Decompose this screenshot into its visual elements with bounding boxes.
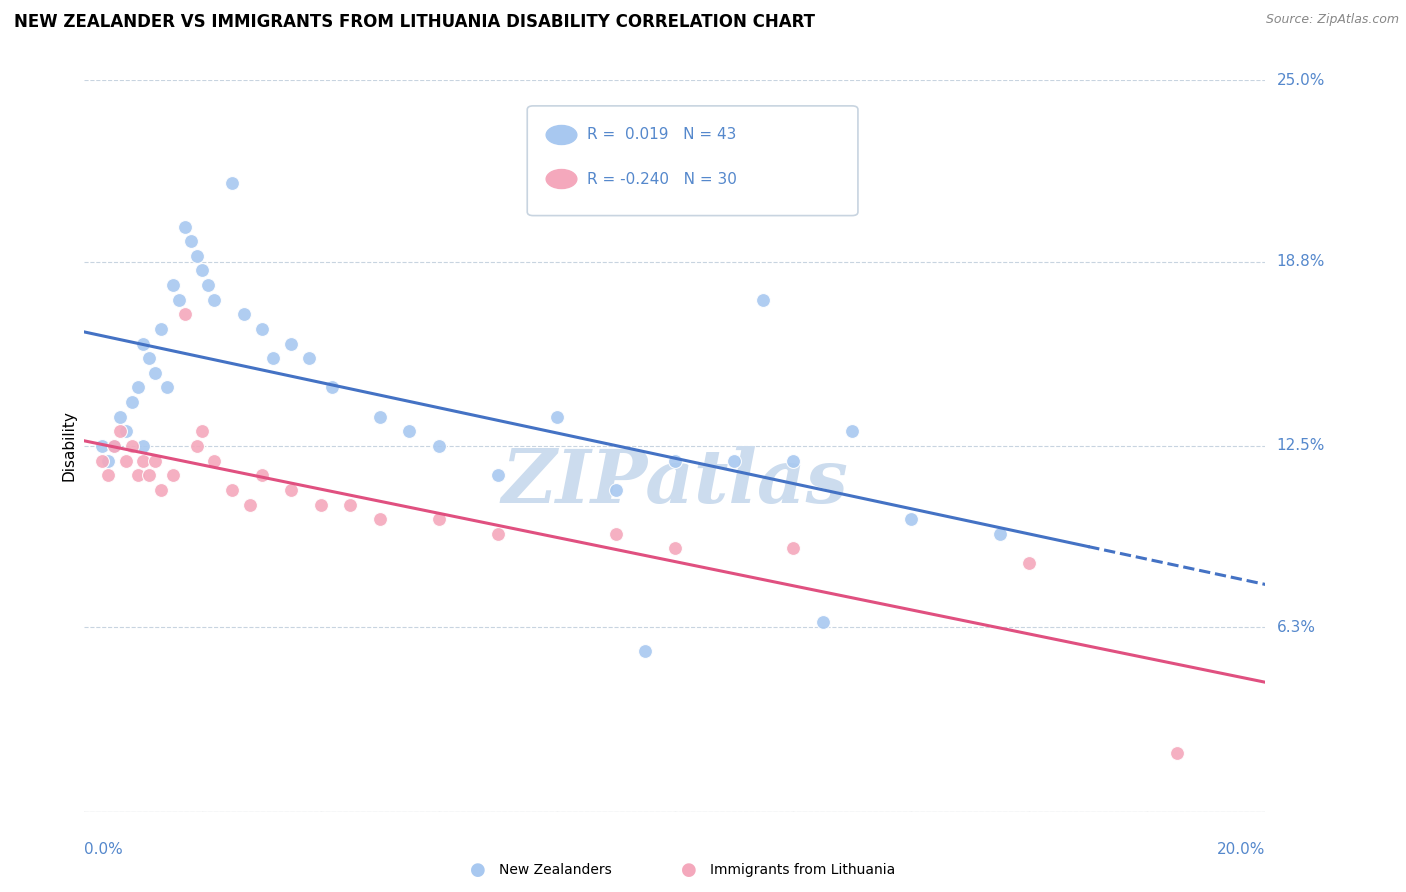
Point <box>262 351 284 366</box>
Point <box>1166 746 1188 760</box>
Point <box>97 468 120 483</box>
Text: NEW ZEALANDER VS IMMIGRANTS FROM LITHUANIA DISABILITY CORRELATION CHART: NEW ZEALANDER VS IMMIGRANTS FROM LITHUAN… <box>14 13 815 31</box>
Point <box>162 278 184 293</box>
Point <box>723 453 745 467</box>
Point <box>221 483 243 497</box>
Point <box>339 498 361 512</box>
Text: 0.0%: 0.0% <box>84 842 124 857</box>
Point <box>782 453 804 467</box>
Point <box>250 468 273 483</box>
Point <box>321 380 343 394</box>
Circle shape <box>546 126 576 145</box>
Point <box>121 439 143 453</box>
Point <box>298 351 321 366</box>
Point <box>782 541 804 556</box>
Point <box>605 483 627 497</box>
Point <box>811 615 834 629</box>
Point <box>127 468 149 483</box>
Text: Source: ZipAtlas.com: Source: ZipAtlas.com <box>1265 13 1399 27</box>
Point <box>664 541 686 556</box>
Point <box>280 336 302 351</box>
Text: R =  0.019   N = 43: R = 0.019 N = 43 <box>588 128 737 143</box>
Text: 6.3%: 6.3% <box>1277 620 1316 635</box>
Point <box>186 249 208 263</box>
Point <box>427 512 450 526</box>
Point <box>664 453 686 467</box>
Point <box>108 409 131 424</box>
Point <box>108 425 131 439</box>
FancyBboxPatch shape <box>527 106 858 216</box>
Point <box>427 439 450 453</box>
Point <box>250 322 273 336</box>
Text: 12.5%: 12.5% <box>1277 439 1324 453</box>
Point <box>634 644 657 658</box>
Point <box>173 219 195 234</box>
Text: 18.8%: 18.8% <box>1277 254 1324 269</box>
Point <box>1018 556 1040 570</box>
Point <box>103 439 125 453</box>
Point <box>197 278 219 293</box>
Point <box>143 453 166 467</box>
Point <box>191 263 214 277</box>
Point <box>368 409 391 424</box>
Point <box>368 512 391 526</box>
Point <box>132 453 155 467</box>
Point <box>202 293 225 307</box>
Point <box>138 351 160 366</box>
Point <box>486 526 509 541</box>
Point <box>605 526 627 541</box>
Point <box>121 395 143 409</box>
Point <box>988 526 1011 541</box>
Text: Immigrants from Lithuania: Immigrants from Lithuania <box>710 863 896 877</box>
Point <box>752 293 775 307</box>
Text: ZIPatlas: ZIPatlas <box>502 446 848 519</box>
Point <box>398 425 420 439</box>
Point <box>221 176 243 190</box>
Point <box>841 425 863 439</box>
Point <box>138 468 160 483</box>
Point <box>143 366 166 380</box>
Point <box>486 468 509 483</box>
Point <box>232 307 254 321</box>
Point <box>114 453 136 467</box>
Point <box>191 425 214 439</box>
Point <box>280 483 302 497</box>
Point <box>156 380 179 394</box>
Circle shape <box>546 169 576 188</box>
Point <box>132 439 155 453</box>
Text: 20.0%: 20.0% <box>1218 842 1265 857</box>
Text: New Zealanders: New Zealanders <box>499 863 612 877</box>
Point <box>97 453 120 467</box>
Point <box>186 439 208 453</box>
Point <box>150 322 173 336</box>
Point <box>132 336 155 351</box>
Point <box>127 380 149 394</box>
Point <box>167 293 190 307</box>
Point <box>173 307 195 321</box>
Point <box>91 439 114 453</box>
Text: 25.0%: 25.0% <box>1277 73 1324 87</box>
Point <box>239 498 262 512</box>
Point <box>103 439 125 453</box>
Point <box>150 483 173 497</box>
Point <box>309 498 332 512</box>
Point <box>546 409 568 424</box>
Text: ●: ● <box>681 861 697 879</box>
Text: ●: ● <box>470 861 486 879</box>
Point <box>900 512 922 526</box>
Point <box>162 468 184 483</box>
Point <box>180 234 202 248</box>
Point <box>202 453 225 467</box>
Point <box>114 425 136 439</box>
Text: R = -0.240   N = 30: R = -0.240 N = 30 <box>588 171 737 186</box>
Point <box>91 453 114 467</box>
Y-axis label: Disability: Disability <box>60 410 76 482</box>
